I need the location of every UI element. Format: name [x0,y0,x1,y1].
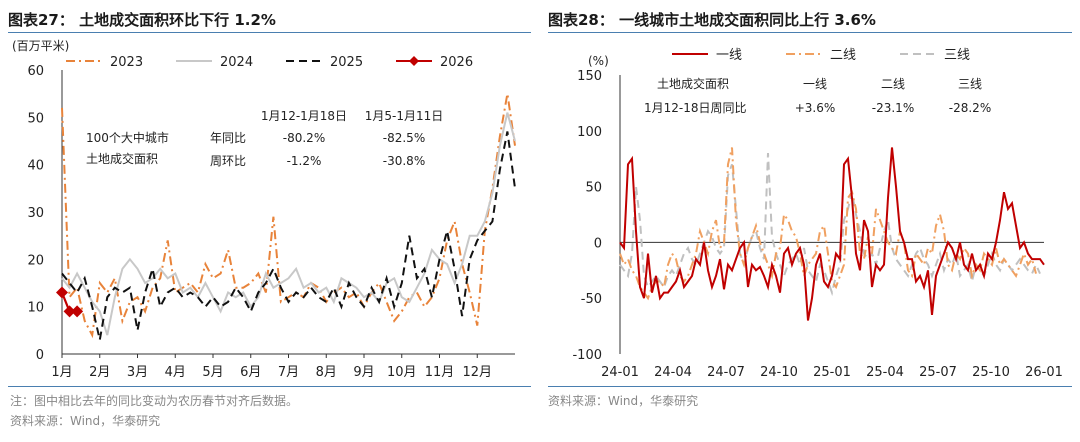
left-table-metric-label: 周环比 [210,154,246,168]
right-x-tick-label: 25-10 [972,365,1010,380]
right-x-tick-label: 26-01 [1025,365,1063,380]
left-series-point-2026 [71,305,84,318]
left-x-tick-label: 4月 [165,365,186,380]
right-x-tick-label: 24-10 [760,365,798,380]
left-note: 注：图中相比去年的同比变动为农历春节对齐后数据。 [10,394,299,408]
left-x-tick-label: 9月 [353,365,374,380]
right-title-rule [548,32,1072,33]
left-title-rule [8,32,531,33]
left-table-row-label-0: 100个大中城市 [86,130,169,145]
right-table-cell: -28.2% [949,101,991,115]
right-y-tick-label: 100 [577,125,602,140]
left-x-tick-label: 8月 [316,365,337,380]
left-series-line-2023 [61,93,516,339]
right-x-tick-label: 25-04 [866,365,904,380]
right-table-row-label: 1月12-18日周同比 [644,101,747,115]
left-y-tick-label: 40 [27,159,44,174]
left-y-tick-label: 60 [27,64,44,79]
left-x-tick-label: 10月 [387,365,417,380]
right-table-col-header: 二线 [881,77,905,91]
left-legend-label-1: 2024 [220,55,253,70]
left-legend-label-3: 2026 [440,55,473,70]
left-legend-label-0: 2023 [110,55,143,70]
left-table-cell: -1.2% [287,154,322,168]
left-y-tick-label: 10 [27,301,44,316]
right-x-tick-label: 24-07 [707,365,745,380]
left-series-point-2026 [56,286,68,299]
left-series-line-2025 [61,131,516,341]
left-table-cell: -82.5% [383,131,425,145]
right-y-tick-label: -50 [581,292,602,307]
left-table-cell: -80.2% [283,131,325,145]
left-x-tick-label: 6月 [240,365,261,380]
left-series-point-2026 [63,305,76,318]
left-x-tick-label: 2月 [89,365,110,380]
right-legend-label-2: 三线 [944,48,970,63]
left-table-cell: -30.8% [383,154,425,168]
left-table-metric-label: 年同比 [210,131,246,145]
left-y-tick-label: 20 [27,253,44,268]
right-y-unit: (%) [588,54,609,68]
right-table-cell: -23.1% [872,101,914,115]
left-source: 资料来源：Wind，华泰研究 [10,414,161,428]
left-x-tick-label: 3月 [127,365,148,380]
right-y-tick-label: -100 [572,348,602,363]
right-chart-title: 图表28： 一线城市土地成交面积同比上行 3.6% [548,11,876,29]
right-y-tick-label: 150 [577,69,602,84]
left-legend-marker-3 [409,56,419,66]
right-legend-label-1: 二线 [830,48,856,63]
right-source: 资料来源：Wind，华泰研究 [548,394,699,408]
right-series-line-二线 [619,147,1037,301]
right-y-tick-label: 50 [585,181,602,196]
left-y-tick-label: 50 [27,111,44,126]
left-table-col-header-1: 1月5-1月11日 [365,109,444,123]
left-x-tick-label: 5月 [202,365,223,380]
right-x-tick-label: 25-01 [813,365,851,380]
right-table-col-header: 一线 [803,77,827,91]
right-legend-label-0: 一线 [716,48,742,63]
right-bottom-rule [548,386,1072,387]
right-series-line-三线 [619,153,1041,297]
right-series-line-一线 [619,147,1045,321]
right-table-col-header: 三线 [958,77,982,91]
left-y-unit: (百万平米) [12,39,69,53]
left-legend-label-2: 2025 [330,55,363,70]
left-x-tick-label: 1月 [51,365,72,380]
left-table-row-label-1: 土地成交面积 [86,151,158,166]
left-x-tick-label: 11月 [425,365,455,380]
right-x-tick-label: 25-07 [919,365,957,380]
left-table-col-header-0: 1月12-1月18日 [261,109,347,123]
left-y-tick-label: 0 [36,348,44,363]
right-x-tick-label: 24-04 [654,365,692,380]
right-y-tick-label: 0 [594,236,602,251]
right-table-cell: +3.6% [795,101,836,115]
left-chart-title: 图表27： 土地成交面积环比下行 1.2% [8,11,276,29]
left-x-tick-label: 7月 [278,365,299,380]
right-x-tick-label: 24-01 [601,365,639,380]
left-bottom-rule [8,386,531,387]
left-x-tick-label: 12月 [462,365,492,380]
right-table-row-label: 土地成交面积 [657,76,729,91]
left-y-tick-label: 30 [27,206,44,221]
